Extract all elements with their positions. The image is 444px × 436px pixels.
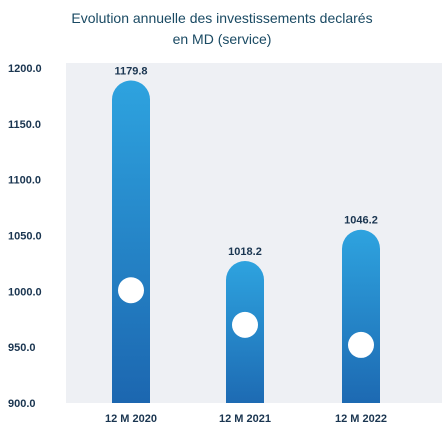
data-label: 1046.2	[344, 215, 378, 227]
y-tick-label: 950.0	[8, 342, 36, 354]
bar	[112, 80, 150, 422]
bar-baseline-cover	[111, 403, 151, 436]
y-axis: 1200.0 1150.0 1100.0 1050.0 1000.0 950.0 900.0	[8, 63, 42, 410]
bar-marker	[118, 277, 144, 304]
data-label: 1179.8	[114, 66, 147, 78]
bar-marker	[348, 331, 374, 358]
data-label: 1018.2	[228, 246, 262, 258]
x-tick-label: 12 M 2020	[105, 413, 157, 425]
bar-baseline-cover	[341, 403, 381, 436]
y-tick-label: 1050.0	[8, 231, 42, 243]
x-tick-label: 12 M 2021	[219, 413, 271, 425]
chart-title-line-1: Evolution annuelle des investissements d…	[71, 10, 373, 26]
chart-title-line-2: en MD (service)	[172, 31, 272, 47]
y-tick-label: 1150.0	[8, 119, 41, 131]
bars: 1179.8 1018.2 1046.2	[111, 66, 381, 436]
bar	[226, 261, 264, 422]
y-tick-label: 1100.0	[8, 175, 41, 187]
y-tick-label: 1000.0	[8, 286, 42, 298]
x-axis: 12 M 2020 12 M 2021 12 M 2022	[105, 413, 387, 425]
bar-marker	[232, 311, 258, 338]
bar-baseline-cover	[225, 403, 265, 436]
y-tick-label: 1200.0	[8, 63, 42, 75]
y-tick-label: 900.0	[8, 398, 36, 410]
bar	[342, 229, 380, 422]
chart-title: Evolution annuelle des investissements d…	[0, 8, 444, 50]
x-tick-label: 12 M 2022	[335, 413, 387, 425]
